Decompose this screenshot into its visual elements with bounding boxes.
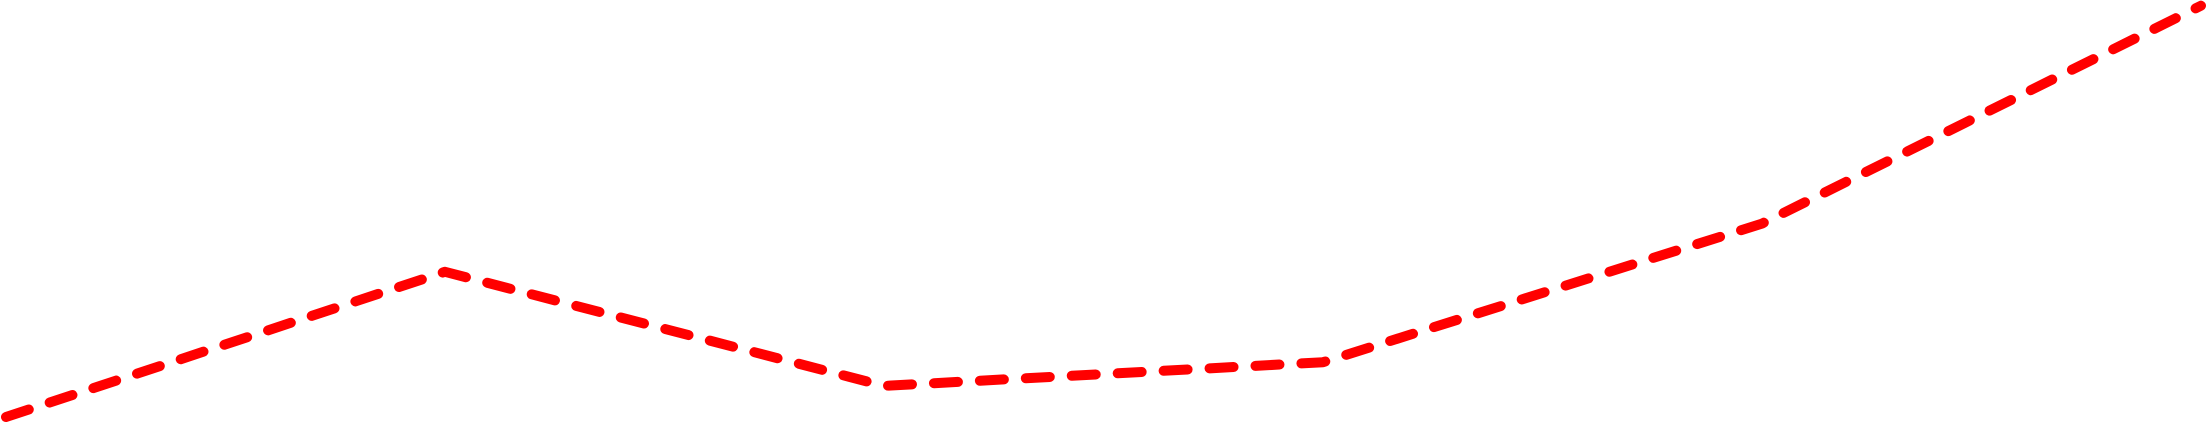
line-chart (1, 0, 2206, 422)
chart-area (1, 0, 2206, 422)
series-line-1 (1, 0, 2206, 422)
series-layer (1, 0, 2206, 422)
